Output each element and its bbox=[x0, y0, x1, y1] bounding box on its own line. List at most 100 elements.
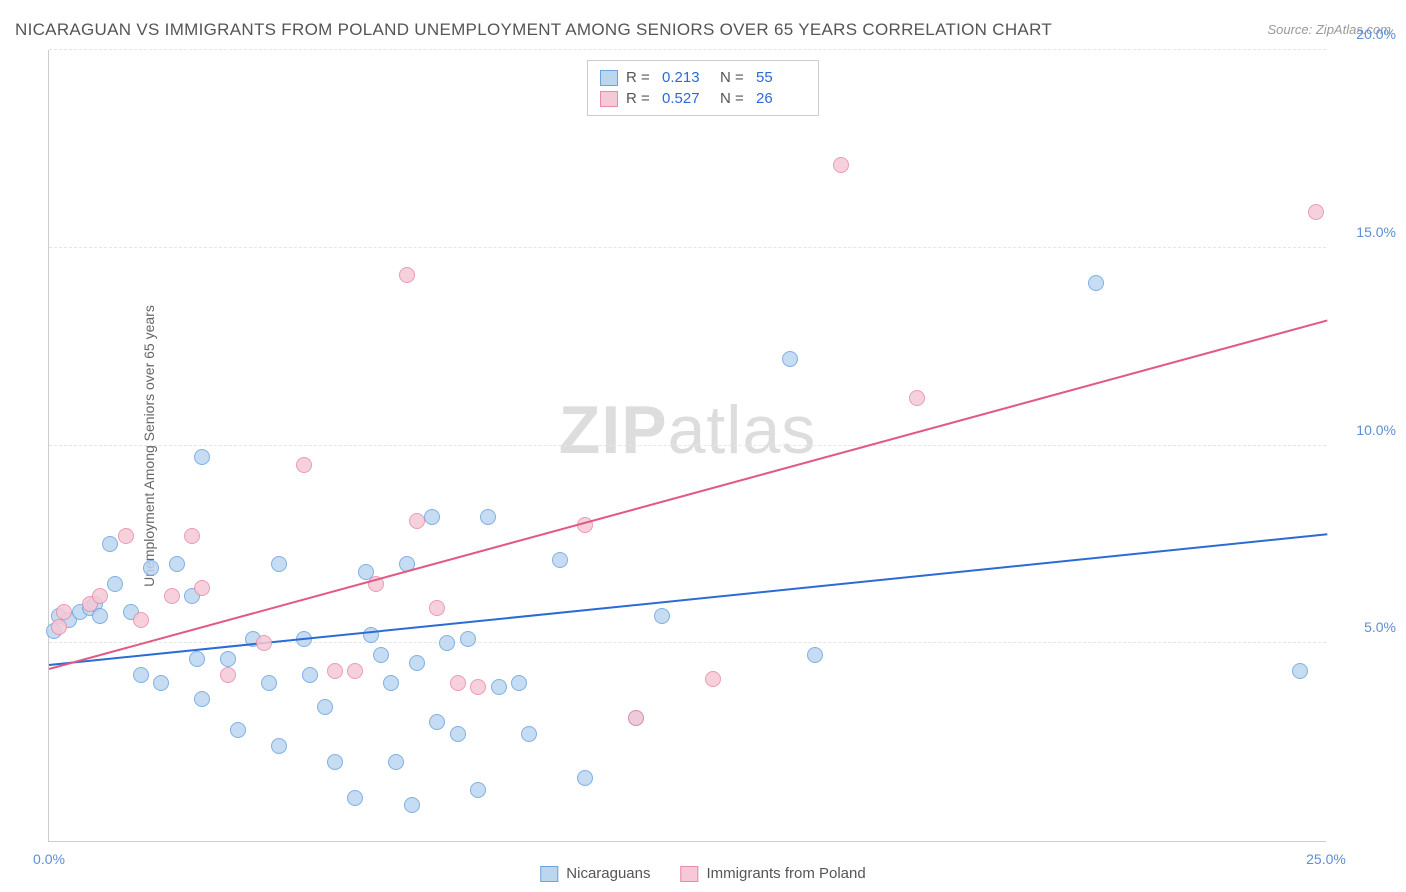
data-point bbox=[184, 528, 200, 544]
y-tick-label: 5.0% bbox=[1364, 619, 1396, 635]
data-point bbox=[480, 509, 496, 525]
gridline bbox=[49, 642, 1326, 643]
watermark-bold: ZIP bbox=[559, 392, 668, 468]
data-point bbox=[782, 351, 798, 367]
legend-swatch bbox=[540, 866, 558, 882]
data-point bbox=[194, 691, 210, 707]
trend-line bbox=[49, 533, 1327, 666]
watermark-rest: atlas bbox=[668, 392, 817, 468]
gridline bbox=[49, 247, 1326, 248]
legend-label: Immigrants from Poland bbox=[706, 865, 865, 882]
data-point bbox=[705, 671, 721, 687]
data-point bbox=[399, 267, 415, 283]
data-point bbox=[511, 675, 527, 691]
y-tick-label: 20.0% bbox=[1356, 26, 1396, 42]
r-label: R = bbox=[626, 69, 654, 86]
data-point bbox=[521, 726, 537, 742]
data-point bbox=[439, 635, 455, 651]
y-tick-label: 10.0% bbox=[1356, 422, 1396, 438]
legend-swatch bbox=[600, 91, 618, 107]
data-point bbox=[220, 667, 236, 683]
data-point bbox=[909, 390, 925, 406]
data-point bbox=[807, 647, 823, 663]
data-point bbox=[164, 588, 180, 604]
chart-title: NICARAGUAN VS IMMIGRANTS FROM POLAND UNE… bbox=[15, 20, 1052, 40]
data-point bbox=[189, 651, 205, 667]
gridline bbox=[49, 49, 1326, 50]
data-point bbox=[1088, 275, 1104, 291]
legend-swatch bbox=[600, 70, 618, 86]
data-point bbox=[347, 663, 363, 679]
n-value: 26 bbox=[756, 90, 806, 107]
data-point bbox=[628, 710, 644, 726]
data-point bbox=[404, 797, 420, 813]
data-point bbox=[230, 722, 246, 738]
data-point bbox=[133, 667, 149, 683]
watermark: ZIPatlas bbox=[559, 391, 816, 469]
data-point bbox=[317, 699, 333, 715]
legend-item: Nicaraguans bbox=[540, 865, 650, 882]
gridline bbox=[49, 445, 1326, 446]
data-point bbox=[470, 782, 486, 798]
data-point bbox=[296, 457, 312, 473]
trend-line bbox=[49, 319, 1328, 669]
data-point bbox=[327, 754, 343, 770]
data-point bbox=[153, 675, 169, 691]
chart-container: NICARAGUAN VS IMMIGRANTS FROM POLAND UNE… bbox=[0, 0, 1406, 892]
data-point bbox=[383, 675, 399, 691]
n-value: 55 bbox=[756, 69, 806, 86]
data-point bbox=[1308, 204, 1324, 220]
data-point bbox=[347, 790, 363, 806]
data-point bbox=[261, 675, 277, 691]
legend-label: Nicaraguans bbox=[566, 865, 650, 882]
data-point bbox=[92, 588, 108, 604]
data-point bbox=[373, 647, 389, 663]
r-value: 0.213 bbox=[662, 69, 712, 86]
data-point bbox=[450, 726, 466, 742]
data-point bbox=[409, 655, 425, 671]
data-point bbox=[424, 509, 440, 525]
data-point bbox=[491, 679, 507, 695]
data-point bbox=[1292, 663, 1308, 679]
data-point bbox=[102, 536, 118, 552]
legend-item: Immigrants from Poland bbox=[680, 865, 865, 882]
data-point bbox=[460, 631, 476, 647]
data-point bbox=[271, 738, 287, 754]
legend-row: R = 0.213 N = 55 bbox=[600, 67, 806, 88]
data-point bbox=[833, 157, 849, 173]
data-point bbox=[654, 608, 670, 624]
data-point bbox=[51, 619, 67, 635]
data-point bbox=[194, 449, 210, 465]
x-tick-label: 0.0% bbox=[33, 851, 65, 867]
data-point bbox=[169, 556, 185, 572]
data-point bbox=[107, 576, 123, 592]
data-point bbox=[256, 635, 272, 651]
data-point bbox=[220, 651, 236, 667]
data-point bbox=[194, 580, 210, 596]
y-tick-label: 15.0% bbox=[1356, 224, 1396, 240]
data-point bbox=[470, 679, 486, 695]
data-point bbox=[429, 714, 445, 730]
data-point bbox=[56, 604, 72, 620]
correlation-legend: R = 0.213 N = 55 R = 0.527 N = 26 bbox=[587, 60, 819, 116]
data-point bbox=[552, 552, 568, 568]
plot-area: ZIPatlas 5.0%10.0%15.0%20.0%0.0%25.0% bbox=[48, 50, 1326, 842]
legend-swatch bbox=[680, 866, 698, 882]
x-tick-label: 25.0% bbox=[1306, 851, 1346, 867]
data-point bbox=[133, 612, 149, 628]
r-label: R = bbox=[626, 90, 654, 107]
data-point bbox=[409, 513, 425, 529]
data-point bbox=[143, 560, 159, 576]
data-point bbox=[327, 663, 343, 679]
data-point bbox=[271, 556, 287, 572]
data-point bbox=[118, 528, 134, 544]
data-point bbox=[302, 667, 318, 683]
n-label: N = bbox=[720, 69, 748, 86]
n-label: N = bbox=[720, 90, 748, 107]
legend-row: R = 0.527 N = 26 bbox=[600, 88, 806, 109]
data-point bbox=[450, 675, 466, 691]
data-point bbox=[388, 754, 404, 770]
r-value: 0.527 bbox=[662, 90, 712, 107]
series-legend: Nicaraguans Immigrants from Poland bbox=[540, 865, 865, 882]
data-point bbox=[577, 770, 593, 786]
